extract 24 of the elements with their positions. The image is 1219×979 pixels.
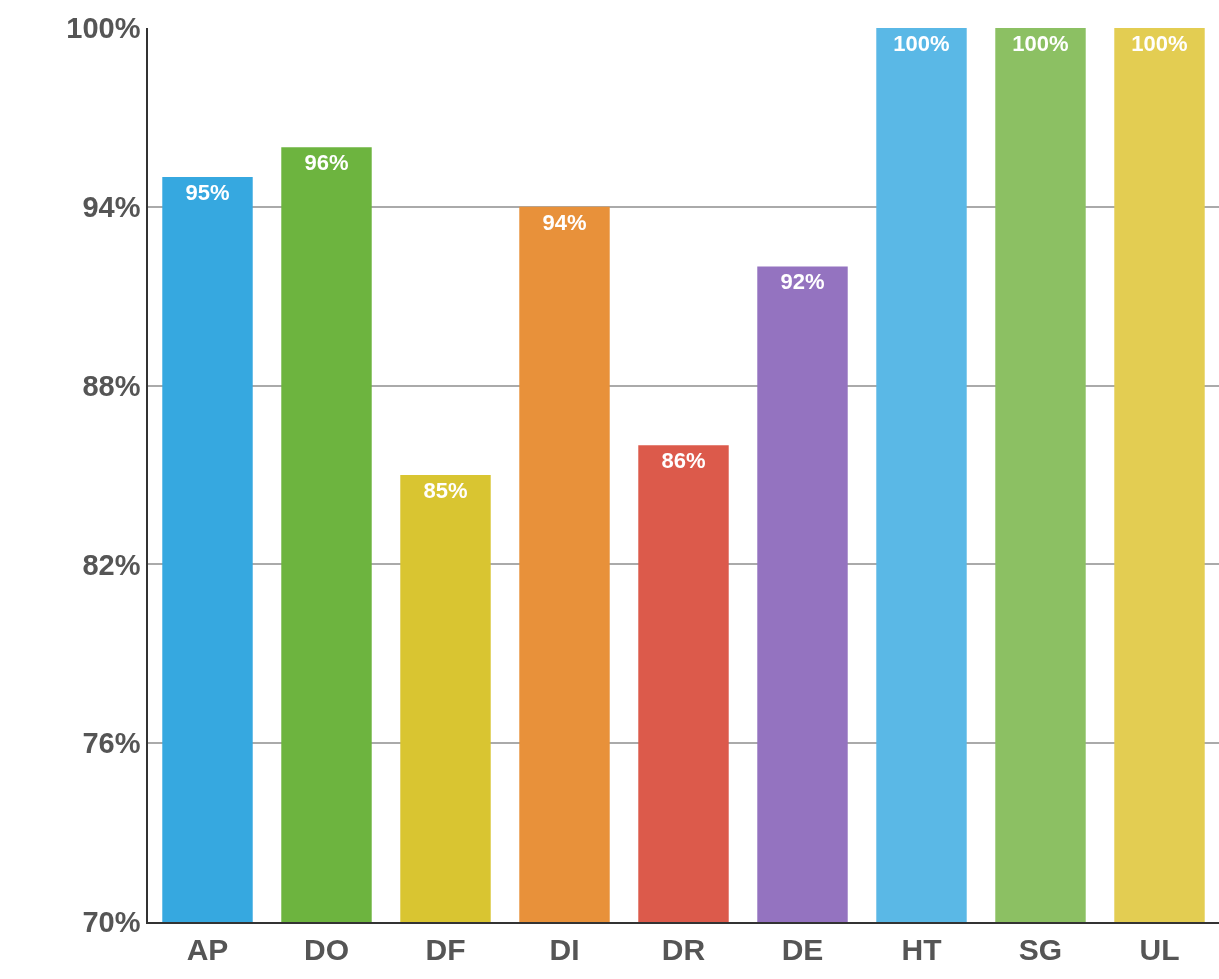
x-tick-label: DR <box>661 932 706 966</box>
x-tick-label: DF <box>425 932 466 966</box>
y-tick-label: 88% <box>82 369 141 402</box>
y-tick-label: 100% <box>66 12 141 45</box>
x-tick-label: DO <box>304 932 349 966</box>
data-label: 95% <box>185 180 230 205</box>
y-tick-label: 76% <box>82 727 141 760</box>
data-label: 85% <box>423 478 468 503</box>
x-tick-label: DI <box>549 932 580 966</box>
y-tick-label: 94% <box>82 190 141 223</box>
x-tick-label: HT <box>901 932 942 966</box>
data-label: 100% <box>1012 31 1069 56</box>
data-label: 86% <box>661 448 706 474</box>
x-tick-label: UL <box>1139 932 1180 966</box>
x-tick-label: SG <box>1018 932 1063 966</box>
y-tick-label: 82% <box>82 548 141 581</box>
data-label: 100% <box>1131 31 1188 56</box>
y-tick-label: 70% <box>82 906 141 939</box>
x-tick-label: AP <box>186 932 229 966</box>
data-label: 92% <box>780 269 825 295</box>
data-label: 94% <box>542 209 587 235</box>
data-label: 100% <box>893 31 950 56</box>
x-tick-label: DE <box>781 932 824 966</box>
data-label: 96% <box>304 150 349 176</box>
